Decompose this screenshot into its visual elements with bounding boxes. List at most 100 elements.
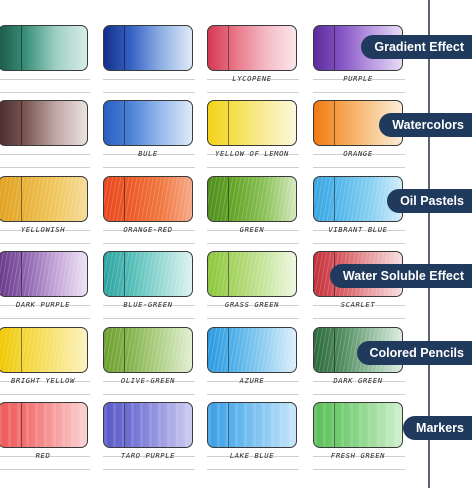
color-swatch [0, 402, 88, 448]
writing-line [313, 92, 405, 93]
color-swatch [103, 25, 193, 71]
writing-line [103, 318, 195, 319]
category-badge: Markers [403, 416, 472, 440]
writing-line [0, 230, 90, 231]
swatch-label: TARO PURPLE [120, 451, 176, 460]
writing-line [0, 318, 90, 319]
swatch-divider [334, 328, 335, 372]
writing-line [207, 243, 299, 244]
writing-line [103, 154, 195, 155]
color-swatch [103, 251, 193, 297]
swatch-label: ORANGE [343, 149, 373, 158]
swatch-label: GRASS GREEN [224, 300, 280, 309]
writing-line [103, 394, 195, 395]
writing-line [0, 394, 90, 395]
color-swatch [0, 176, 88, 222]
writing-line [0, 167, 90, 168]
swatch-divider [21, 403, 22, 447]
swatch-label: AZURE [239, 376, 265, 385]
swatch-divider [228, 26, 229, 70]
color-swatch [207, 402, 297, 448]
swatch-label: LAKE BLUE [229, 451, 275, 460]
writing-line [0, 154, 90, 155]
category-badge: Colored Pencils [356, 341, 472, 365]
writing-line [207, 79, 299, 80]
writing-line [207, 230, 299, 231]
writing-line [103, 230, 195, 231]
writing-line [313, 79, 405, 80]
swatch-divider [228, 101, 229, 145]
color-swatch [207, 251, 297, 297]
writing-line [0, 469, 90, 470]
swatch-label: RED [35, 451, 51, 460]
writing-line [207, 92, 299, 93]
swatch-divider [21, 26, 22, 70]
swatch-divider [334, 101, 335, 145]
swatch-label: YELLOWISH [20, 225, 66, 234]
writing-line [207, 305, 299, 306]
swatch-divider [124, 328, 125, 372]
side-divider [428, 0, 430, 488]
writing-line [103, 92, 195, 93]
category-badge: Gradient Effect [361, 35, 472, 59]
writing-line [103, 167, 195, 168]
writing-line [207, 381, 299, 382]
color-swatch [103, 327, 193, 373]
category-badge: Water Soluble Effect [329, 264, 472, 288]
writing-line [103, 469, 195, 470]
writing-line [103, 381, 195, 382]
color-swatch [0, 25, 88, 71]
writing-line [207, 394, 299, 395]
swatch-divider [124, 252, 125, 296]
swatch-label: GREEN [239, 225, 265, 234]
color-swatch [207, 176, 297, 222]
writing-line [313, 167, 405, 168]
swatch-label: BLUE-GREEN [123, 300, 173, 309]
color-swatch [0, 100, 88, 146]
writing-line [313, 394, 405, 395]
color-swatch [313, 402, 403, 448]
color-swatch [207, 327, 297, 373]
swatch-divider [228, 403, 229, 447]
writing-line [313, 469, 405, 470]
writing-line [0, 243, 90, 244]
writing-line [103, 243, 195, 244]
writing-line [313, 243, 405, 244]
color-swatch [313, 25, 403, 71]
swatch-divider [124, 403, 125, 447]
swatch-divider [228, 252, 229, 296]
color-swatch [0, 251, 88, 297]
swatch-label: ORANGE-RED [123, 225, 173, 234]
swatch-label: LYCOPENE [232, 74, 272, 83]
writing-line [0, 79, 90, 80]
swatch-label: BULE [138, 149, 158, 158]
swatch-label: DARK PURPLE [15, 300, 71, 309]
swatch-label: FRESH GREEN [330, 451, 386, 460]
swatch-label: VIBRANT BLUE [328, 225, 388, 234]
category-badge: Oil Pastels [387, 189, 472, 213]
swatch-divider [21, 177, 22, 221]
swatch-divider [228, 328, 229, 372]
swatch-label: YELLOW OF LEMON [215, 149, 289, 158]
writing-line [103, 305, 195, 306]
writing-line [103, 456, 195, 457]
writing-line [313, 381, 405, 382]
writing-line [313, 154, 405, 155]
swatch-divider [21, 328, 22, 372]
color-swatch [0, 327, 88, 373]
writing-line [207, 456, 299, 457]
writing-line [0, 92, 90, 93]
writing-line [0, 381, 90, 382]
swatch-label: PURPLE [343, 74, 373, 83]
category-badge: Watercolors [379, 113, 472, 137]
color-swatch [207, 100, 297, 146]
swatch-divider [334, 403, 335, 447]
writing-line [207, 318, 299, 319]
writing-line [0, 305, 90, 306]
writing-line [0, 456, 90, 457]
writing-line [207, 167, 299, 168]
swatch-label: BRIGHT YELLOW [10, 376, 76, 385]
writing-line [313, 318, 405, 319]
color-swatch [103, 402, 193, 448]
